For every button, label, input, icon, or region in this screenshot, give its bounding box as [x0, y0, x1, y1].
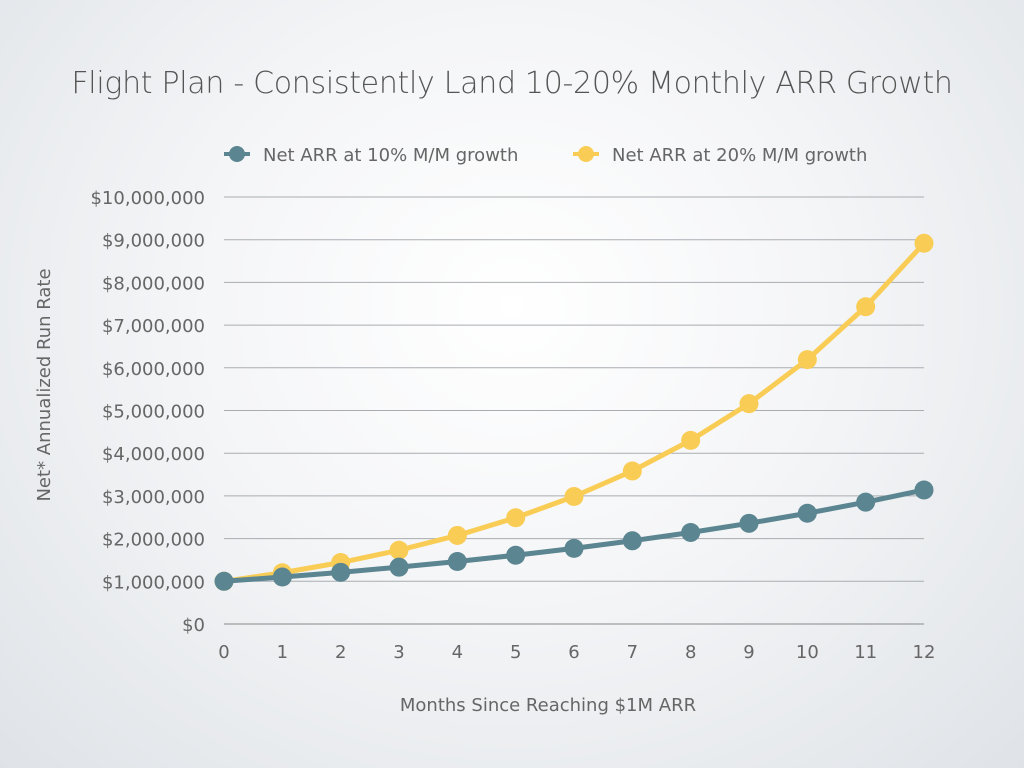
x-tick-label: 2	[335, 642, 346, 663]
y-axis-label: Net* Annualized Run Rate	[34, 268, 55, 501]
y-tick-label: $6,000,000	[102, 359, 205, 380]
series-line	[223, 241, 926, 584]
data-point	[506, 545, 526, 565]
y-tick-label: $10,000,000	[90, 188, 205, 209]
x-tick-label: 3	[393, 642, 404, 663]
chart-title: Flight Plan - Consistently Land 10-20% M…	[71, 66, 953, 101]
x-tick-label: 10	[796, 642, 819, 663]
y-axis-ticks: $0 $1,000,000 $2,000,000 $3,000,000 $4,000,0…	[90, 188, 205, 636]
x-tick-label: 8	[685, 642, 696, 663]
legend: Net ARR at 10% M/M growth Net ARR at 20% …	[224, 145, 867, 166]
legend-item: Net ARR at 20% M/M growth	[573, 145, 867, 166]
data-point	[797, 503, 817, 523]
x-tick-label: 4	[452, 642, 463, 663]
x-tick-label: 11	[854, 642, 877, 663]
data-point	[914, 480, 934, 500]
legend-item: Net ARR at 10% M/M growth	[224, 145, 518, 166]
data-point	[739, 513, 759, 533]
gridlines	[224, 196, 924, 625]
series-10pct	[214, 480, 934, 591]
y-tick-label: $9,000,000	[102, 231, 205, 252]
x-tick-label: 7	[627, 642, 638, 663]
data-point	[506, 508, 526, 528]
data-point	[272, 567, 292, 587]
data-point	[797, 350, 817, 370]
legend-label: Net ARR at 20% M/M growth	[612, 145, 867, 166]
y-tick-label: $0	[182, 615, 205, 636]
x-axis-label: Months Since Reaching $1M ARR	[400, 695, 696, 716]
data-point	[856, 297, 876, 317]
data-point	[856, 492, 876, 512]
x-tick-label: 12	[913, 642, 936, 663]
x-axis-ticks: 0 1 2 3 4 5 6 7 8 9 10 11 12	[218, 642, 935, 663]
x-tick-label: 0	[218, 642, 229, 663]
data-point	[622, 531, 642, 551]
legend-swatch-marker	[229, 146, 245, 162]
legend-swatch-marker	[578, 146, 594, 162]
data-point	[447, 525, 467, 545]
data-point	[681, 522, 701, 542]
series-group	[214, 233, 934, 591]
data-point	[564, 538, 584, 558]
data-point	[331, 562, 351, 582]
y-tick-label: $5,000,000	[102, 402, 205, 423]
y-tick-label: $7,000,000	[102, 316, 205, 337]
data-point	[389, 540, 409, 560]
data-point	[564, 486, 584, 506]
data-point	[447, 551, 467, 571]
data-point	[914, 233, 934, 253]
data-point	[389, 557, 409, 577]
series-20pct	[214, 233, 934, 591]
x-tick-label: 9	[743, 642, 754, 663]
data-point	[622, 461, 642, 481]
y-tick-label: $8,000,000	[102, 273, 205, 294]
y-tick-label: $4,000,000	[102, 444, 205, 465]
legend-label: Net ARR at 10% M/M growth	[263, 145, 518, 166]
data-point	[739, 394, 759, 414]
y-tick-label: $2,000,000	[102, 530, 205, 551]
x-tick-label: 5	[510, 642, 521, 663]
data-point	[214, 571, 234, 591]
y-tick-label: $1,000,000	[102, 572, 205, 593]
x-tick-label: 1	[277, 642, 288, 663]
y-tick-label: $3,000,000	[102, 487, 205, 508]
data-point	[681, 430, 701, 450]
x-tick-label: 6	[568, 642, 579, 663]
